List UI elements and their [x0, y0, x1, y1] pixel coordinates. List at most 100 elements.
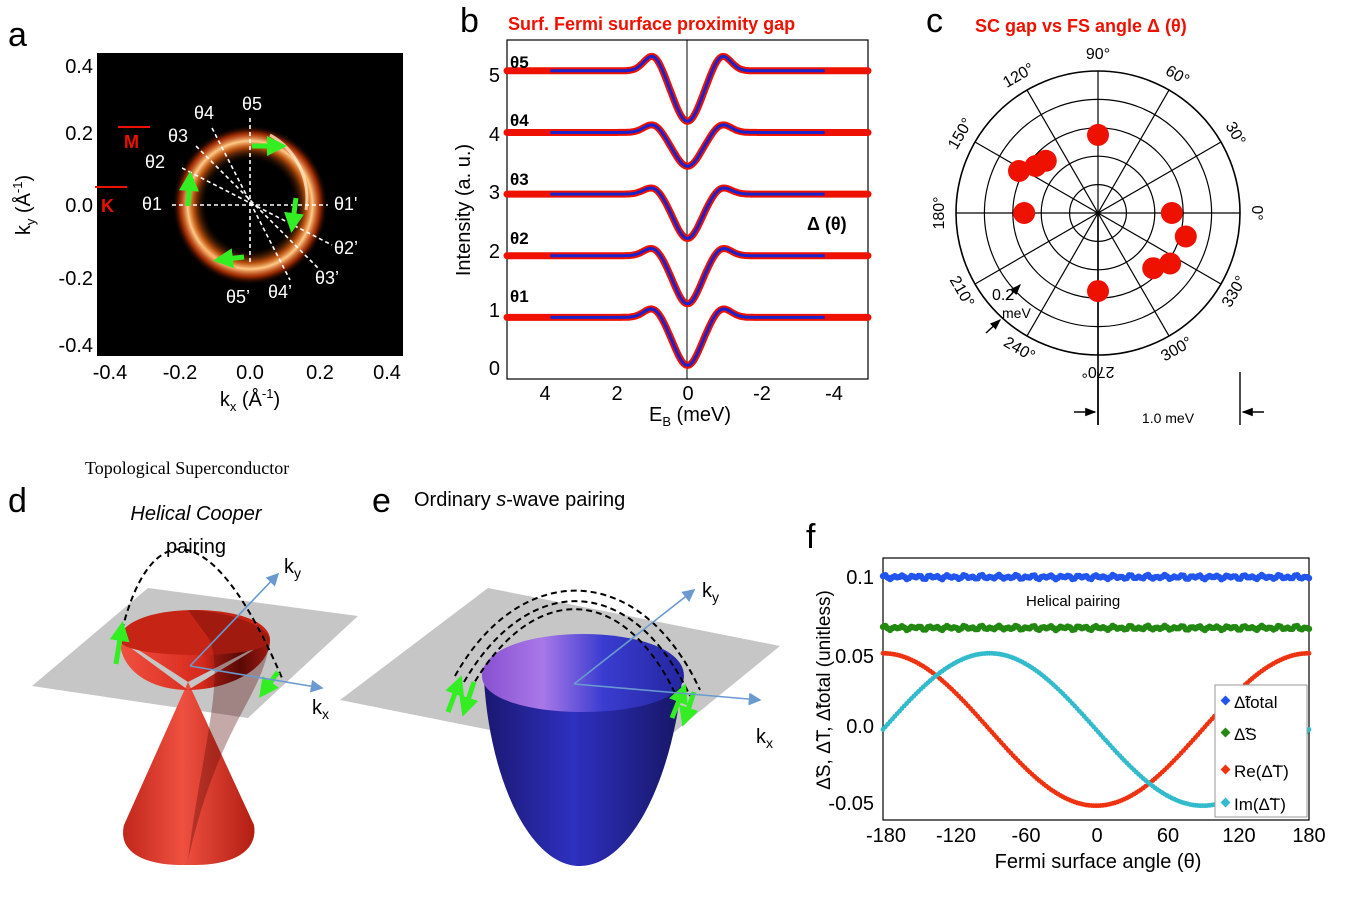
theta-label-4-prime: θ4’: [268, 282, 292, 302]
radius-arrow-lower: [985, 319, 1002, 334]
ky-label-d: ky: [284, 556, 301, 581]
y-tick-label: 3: [489, 182, 500, 204]
upper-dirac-cone-body: [120, 640, 270, 690]
theta-label-5-prime: θ5’: [226, 287, 250, 307]
curve-label-theta4: θ4: [510, 111, 529, 130]
panel-letter-c: c: [926, 2, 943, 40]
curve-label-theta2: θ2: [510, 229, 529, 248]
x-tick-label: 4: [539, 383, 550, 405]
legend-label-total: Δ̃total: [1234, 693, 1278, 712]
panel-f-points: [879, 571, 1313, 809]
spectrum-fit-θ1: [550, 307, 825, 367]
legend-label-s: Δ̃S: [1234, 725, 1257, 744]
panel-f-y-ticks: 0.1 0.05 0.0 -0.05: [828, 567, 874, 815]
point-constant: [1305, 574, 1313, 582]
y-tick-label: 0.0: [846, 716, 874, 738]
x-tick-label: -4: [825, 383, 843, 405]
spectrum-fit-θ5: [550, 54, 825, 123]
spin-arrows: [179, 136, 304, 269]
y-tick-label: -0.4: [59, 335, 93, 357]
panel-letter-b: b: [460, 2, 479, 40]
x-tick-label: 0.4: [373, 362, 401, 384]
panel-b-x-axis-label: EB (meV): [649, 404, 731, 429]
panel-d-header: Topological Superconductor: [85, 458, 289, 478]
gap-point: [1008, 160, 1031, 183]
polar-angle-label: 270°: [1081, 363, 1114, 380]
x-tick-label: 60: [1157, 825, 1179, 847]
theta-label-4: θ4: [194, 103, 214, 123]
polar-angle-label: 60°: [1162, 63, 1191, 90]
kx-label-d: kx: [312, 697, 329, 722]
radius-label: 0.2: [992, 287, 1014, 304]
theta-label-1: θ1: [142, 194, 162, 214]
spectrum-fit-θ3: [550, 186, 825, 241]
y-tick-label: 0: [489, 358, 500, 380]
panel-f-legend-box: [1214, 684, 1308, 818]
panel-f-frame: [882, 557, 1310, 821]
legend-label-re: Re(Δ̃T): [1234, 762, 1289, 781]
panel-a-y-ticks: 0.4 0.2 0.0 -0.2 -0.4: [59, 56, 93, 357]
kx-label-e: kx: [756, 726, 773, 751]
panel-b-title: Surf. Fermi surface proximity gap: [508, 14, 795, 34]
spin-arrow-bottom: [213, 248, 245, 269]
spin-arrow-e-4: [679, 691, 699, 727]
curve-label-theta1: θ1: [510, 287, 529, 306]
x-tick-label: 0: [1091, 825, 1102, 847]
panel-b-x-ticks: 4 2 0 -2 -4: [539, 383, 842, 405]
x-tick-label: 120: [1222, 825, 1255, 847]
theta-label-2: θ2: [145, 152, 165, 172]
panel-b-curves: [503, 52, 872, 369]
x-tick-label: 2: [611, 383, 622, 405]
gap-point: [1013, 202, 1036, 224]
panel-b-annotation: Δ (θ): [807, 214, 847, 234]
gap-point: [1174, 225, 1197, 248]
y-tick-label: 5: [489, 65, 500, 87]
point-neg_sin: [1306, 727, 1312, 732]
panel-a: θ1 θ2 θ3 θ4 θ5 θ1' θ2’ θ3’ θ4’ θ5’ M K 0…: [10, 53, 403, 414]
y-tick-label: 0.0: [65, 195, 93, 217]
spin-arrow-right: [284, 197, 304, 233]
y-tick-label: 0.2: [65, 123, 93, 145]
panel-letter-e: e: [372, 482, 391, 520]
x-tick-label: -120: [936, 825, 976, 847]
y-tick-label: -0.2: [59, 268, 93, 290]
panel-f-y-axis-label: Δ̃S, Δ̃T, Δ̃total (unitless): [814, 590, 835, 790]
panel-letter-f: f: [806, 518, 816, 556]
y-tick-label: 0.4: [65, 56, 93, 78]
y-tick-label: 1: [489, 300, 500, 322]
y-tick-label: 2: [489, 241, 500, 263]
legend-marker-re: [1220, 764, 1231, 775]
theta-label-5: θ5: [242, 94, 262, 114]
panel-b-y-ticks: 5 4 3 2 1 0: [489, 65, 500, 380]
panel-letter-a: a: [8, 16, 27, 54]
panel-d: Topological Superconductor Helical Coope…: [32, 458, 358, 866]
paraboloid-rim: [482, 634, 684, 712]
panel-f-x-ticks: -180 -120 -60 0 60 120 180: [866, 825, 1326, 847]
ky-axis-d: [189, 572, 280, 667]
spin-arrow-left-d: [109, 621, 130, 665]
point-m-label: M: [124, 132, 139, 152]
ky-label-e: ky: [702, 580, 719, 605]
panel-d-title-line1: Helical Cooper: [130, 503, 263, 525]
y-tick-label: 0.05: [835, 646, 874, 668]
pairing-arc-e-2: [463, 600, 691, 697]
panel-f-x-axis-label: Fermi surface angle (θ): [995, 851, 1202, 873]
gap-point: [1159, 252, 1182, 275]
panel-c-title: SC gap vs FS angle Δ (θ): [975, 16, 1187, 36]
scale-label: 1.0 meV: [1142, 410, 1195, 426]
gap-point: [1142, 257, 1165, 280]
theta-label-3-prime: θ3’: [315, 268, 339, 288]
polar-angle-label: 30°: [1222, 119, 1249, 148]
polar-points: [1008, 123, 1197, 303]
x-tick-label: 0.2: [306, 362, 334, 384]
x-tick-label: -2: [753, 383, 771, 405]
point-k-label: K: [101, 196, 114, 216]
theta-label-1-prime: θ1': [334, 194, 357, 214]
cut-line-theta3: [195, 145, 319, 269]
theta-label-3: θ3: [168, 126, 188, 146]
spectrum-fit-θ4: [550, 123, 825, 168]
legend-marker-total: [1220, 695, 1231, 706]
theta-label-2-prime: θ2’: [334, 238, 358, 258]
gap-point: [1024, 154, 1047, 177]
x-tick-label: -0.4: [93, 362, 127, 384]
